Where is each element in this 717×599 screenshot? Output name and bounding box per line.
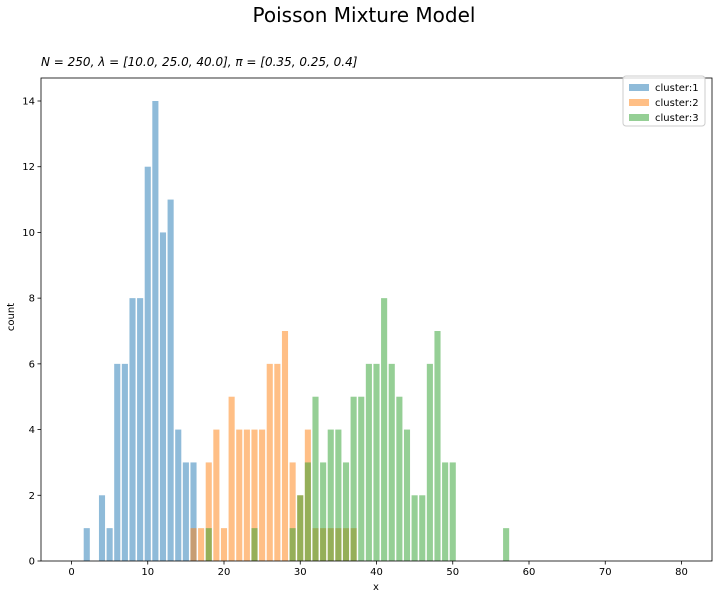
bar-cluster-2 xyxy=(228,396,235,561)
y-tick-label: 6 xyxy=(29,359,35,370)
bar-cluster-1 xyxy=(159,232,167,561)
bar-cluster-1 xyxy=(175,429,182,561)
x-tick-label: 80 xyxy=(675,567,688,578)
bar-cluster-1 xyxy=(114,363,121,561)
bar-cluster-3 xyxy=(388,363,395,561)
bar-cluster-3 xyxy=(335,429,342,561)
bar-cluster-1 xyxy=(190,462,197,561)
bar-cluster-3 xyxy=(205,528,212,561)
y-tick-label: 4 xyxy=(29,425,35,436)
plot-area: 0 10 20 30 40 50 60 70 80 0 2 4 6 8 10 12 14 xyxy=(22,77,713,578)
bar-cluster-1 xyxy=(137,298,144,561)
bar-cluster-2 xyxy=(213,429,220,561)
y-tick-label: 12 xyxy=(22,162,35,173)
x-tick-label: 30 xyxy=(294,567,307,578)
bar-cluster-2 xyxy=(243,429,250,561)
bar-cluster-3 xyxy=(251,528,258,561)
bar-cluster-3 xyxy=(449,462,456,561)
legend-label-cluster-2: cluster:2 xyxy=(655,98,699,109)
bar-cluster-3 xyxy=(297,495,304,561)
bar-cluster-1 xyxy=(106,528,113,561)
bar-cluster-1 xyxy=(182,462,189,561)
y-tick-label: 2 xyxy=(29,491,35,502)
bar-cluster-3 xyxy=(320,462,327,561)
legend-swatch-cluster-3 xyxy=(629,114,649,121)
bar-cluster-3 xyxy=(434,331,441,561)
bar-cluster-3 xyxy=(396,396,403,561)
bar-cluster-2 xyxy=(236,429,243,561)
legend-label-cluster-1: cluster:1 xyxy=(655,83,699,94)
x-tick-label: 20 xyxy=(218,567,231,578)
bar-cluster-1 xyxy=(144,166,151,561)
y-axis-label: count xyxy=(6,303,17,331)
bar-cluster-3 xyxy=(304,462,311,561)
x-tick-label: 40 xyxy=(370,567,383,578)
y-tick-label: 14 xyxy=(22,97,35,108)
x-tick-label: 0 xyxy=(68,567,74,578)
x-tick-label: 60 xyxy=(523,567,536,578)
bar-cluster-3 xyxy=(312,396,319,561)
bar-cluster-3 xyxy=(342,462,350,561)
legend: cluster:1 cluster:2 cluster:3 xyxy=(622,75,706,127)
bar-cluster-1 xyxy=(167,199,174,561)
bar-cluster-1 xyxy=(83,528,90,561)
legend-swatch-cluster-2 xyxy=(629,99,649,106)
bar-cluster-3 xyxy=(419,495,426,561)
bar-cluster-2 xyxy=(274,363,281,561)
x-tick-label: 70 xyxy=(599,567,612,578)
axes-layer: 0 10 20 30 40 50 60 70 80 0 2 4 6 8 10 12 14 xyxy=(22,77,713,578)
bar-cluster-2 xyxy=(281,331,289,561)
bar-cluster-2 xyxy=(289,462,296,561)
bars-layer xyxy=(83,101,510,561)
chart-subtitle: N = 250, λ = [10.0, 25.0, 40.0], π = [0.… xyxy=(41,55,358,69)
bar-cluster-3 xyxy=(411,495,418,561)
bar-cluster-3 xyxy=(350,396,357,561)
y-tick-label: 10 xyxy=(22,228,35,239)
x-axis-label: x xyxy=(373,582,379,593)
x-tick-label: 50 xyxy=(446,567,459,578)
x-tick-label: 10 xyxy=(141,567,154,578)
bar-cluster-1 xyxy=(121,363,128,561)
bar-cluster-3 xyxy=(289,528,296,561)
bar-cluster-3 xyxy=(381,298,388,561)
bar-cluster-2 xyxy=(251,429,258,561)
bar-cluster-1 xyxy=(98,495,106,561)
bar-cluster-3 xyxy=(503,528,510,561)
legend-swatch-cluster-1 xyxy=(629,84,649,91)
bar-cluster-3 xyxy=(365,363,372,561)
bar-cluster-2 xyxy=(198,528,205,561)
bar-cluster-1 xyxy=(152,101,159,561)
figure-title: Poisson Mixture Model xyxy=(253,3,476,27)
bar-cluster-2 xyxy=(220,528,228,561)
y-tick-label: 0 xyxy=(29,557,35,568)
bar-cluster-2 xyxy=(190,528,197,561)
legend-label-cluster-3: cluster:3 xyxy=(655,113,699,124)
bar-cluster-3 xyxy=(373,363,380,561)
y-tick-label: 8 xyxy=(29,294,35,305)
bar-cluster-3 xyxy=(358,396,365,561)
bar-cluster-2 xyxy=(266,363,273,561)
bar-cluster-2 xyxy=(205,462,212,561)
bar-cluster-3 xyxy=(327,429,334,561)
bar-cluster-1 xyxy=(129,298,136,561)
bar-cluster-3 xyxy=(442,462,449,561)
bar-cluster-3 xyxy=(426,363,433,561)
bar-cluster-3 xyxy=(403,429,411,561)
bar-cluster-2 xyxy=(259,429,266,561)
